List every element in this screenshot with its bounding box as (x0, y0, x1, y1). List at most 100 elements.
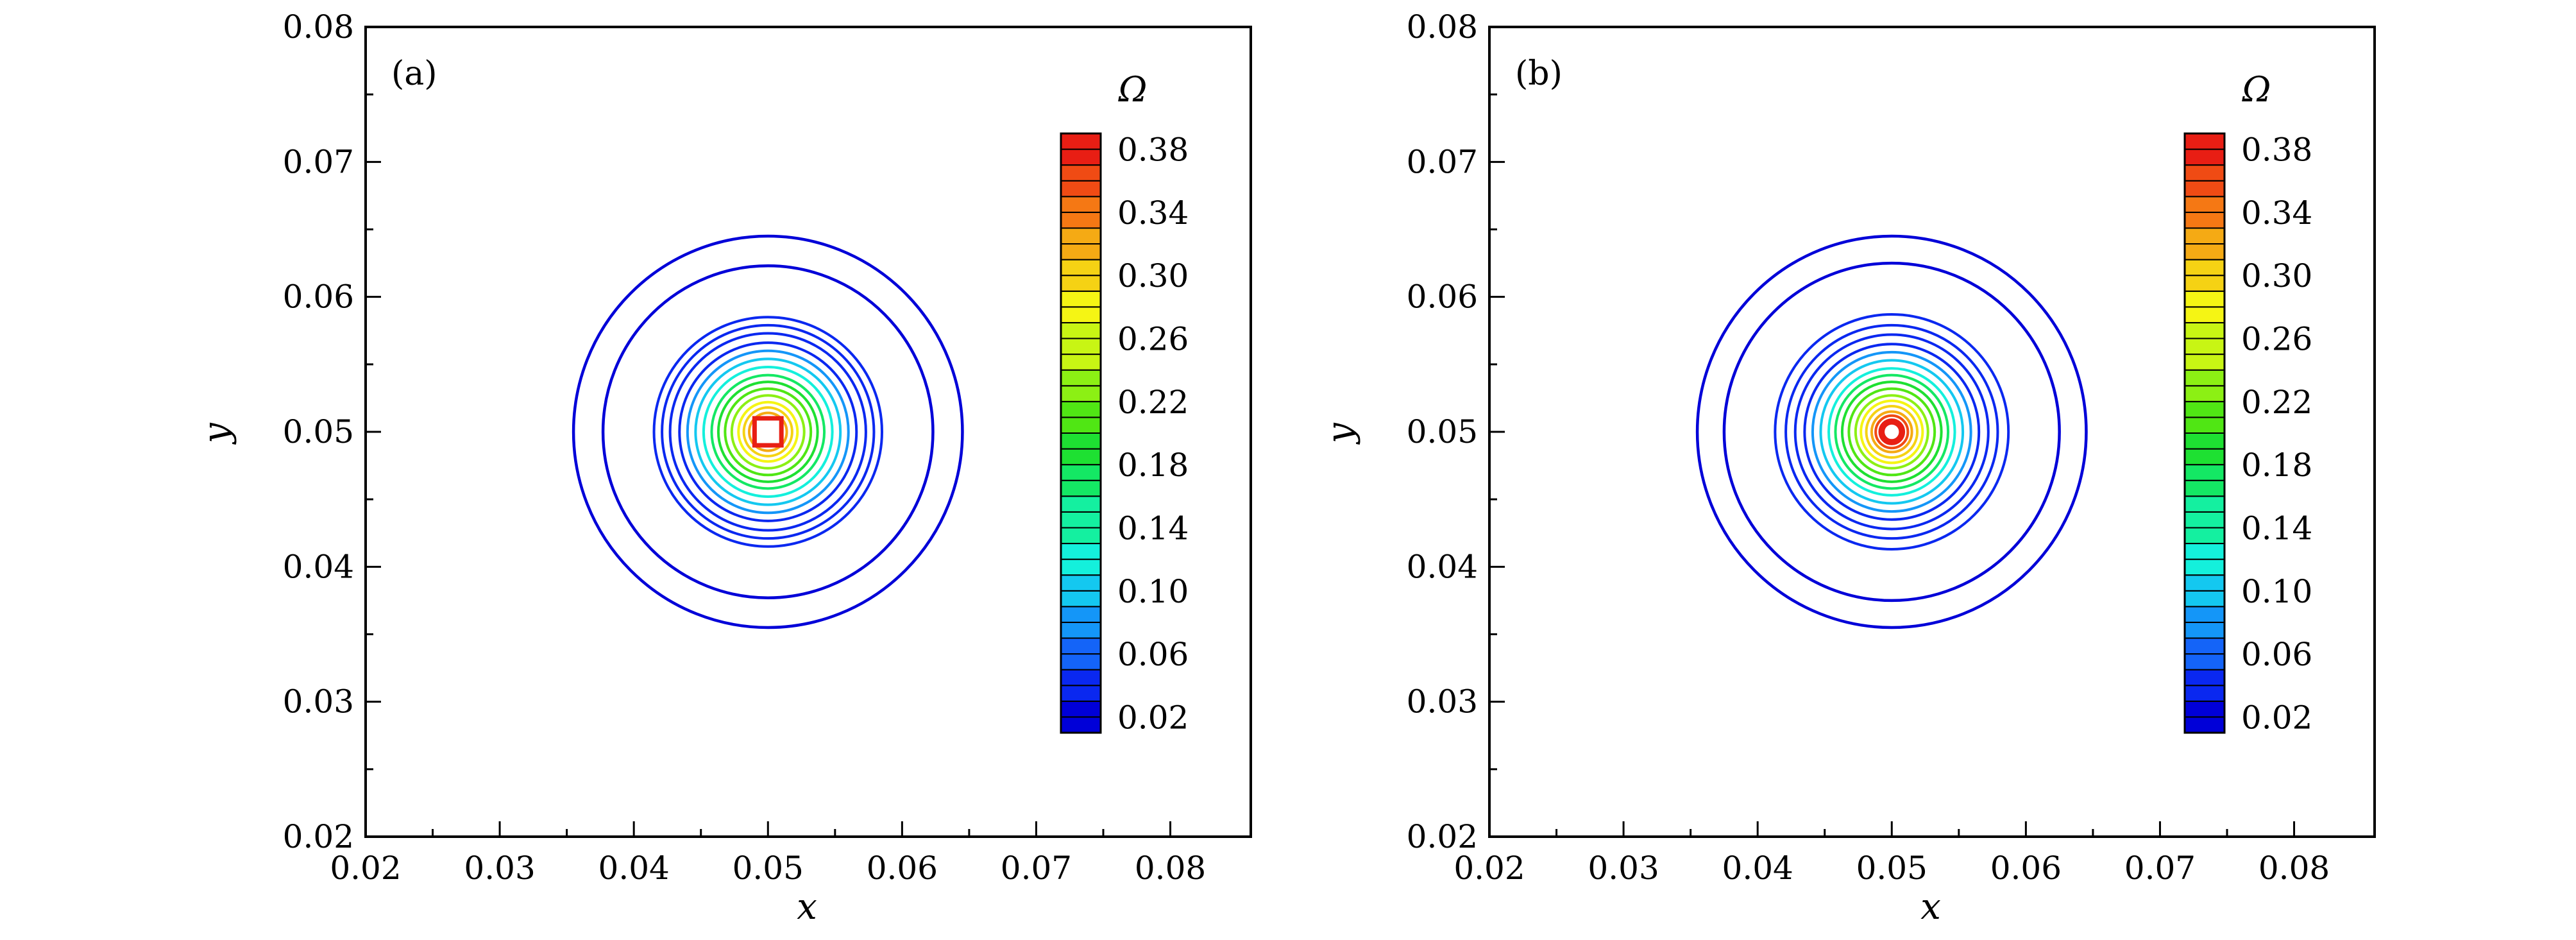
contour-line (1870, 410, 1913, 454)
colorbar-band (2184, 306, 2225, 323)
colorbar-band (1060, 180, 1101, 198)
colorbar-tick-label: 0.18 (1117, 447, 1189, 484)
colorbar-band (1060, 621, 1101, 639)
contour-line (1819, 359, 1965, 505)
colorbar-band (1060, 653, 1101, 671)
colorbar-title: Ω (1118, 69, 1148, 110)
colorbar: 0.02 0.06 0.10 0.14 0.18 0.22 0.26 0.30 0.34 0.38 (1060, 132, 1189, 736)
colorbar-tick-label: 0.02 (2241, 699, 2312, 736)
panel-label: (b) (1515, 55, 1563, 93)
colorbar-frame (1060, 132, 1102, 734)
colorbar-band (1060, 259, 1101, 277)
colorbar-band (2184, 180, 2225, 198)
y-tick-label: 0.05 (283, 413, 354, 450)
contour-line (748, 411, 788, 452)
contour-line (716, 380, 819, 483)
colorbar-band (1060, 416, 1101, 434)
y-axis-label: y (196, 422, 237, 445)
colorbar-tick-label: 0.22 (1117, 384, 1189, 421)
colorbar-tick-label: 0.26 (2241, 321, 2312, 358)
colorbar-band (1060, 369, 1101, 387)
colorbar-band (1060, 338, 1101, 355)
colorbar-band (2184, 558, 2225, 576)
y-tick-label: 0.04 (1407, 548, 1478, 585)
colorbar-band (1060, 243, 1101, 261)
contour-line (678, 341, 858, 522)
contour-lines (572, 234, 964, 629)
colorbar-band (1060, 227, 1101, 245)
contour-line (694, 357, 842, 506)
x-tick-label: 0.03 (1588, 850, 1659, 887)
colorbar-tick-label: 0.14 (1117, 509, 1189, 547)
plot-frame (1488, 26, 2376, 838)
y-tick-label: 0.03 (1407, 683, 1478, 721)
y-tick-label: 0.06 (1407, 278, 1478, 316)
x-tick-label: 0.02 (1453, 850, 1525, 887)
x-tick-label: 0.06 (867, 850, 938, 887)
x-tick-label: 0.07 (1001, 850, 1072, 887)
colorbar-band (1060, 464, 1101, 481)
colorbar-band (2184, 338, 2225, 355)
colorbar-band (1060, 479, 1101, 497)
colorbar-band (2184, 700, 2225, 718)
contour-line (1847, 387, 1936, 477)
x-tick-label: 0.02 (330, 850, 401, 887)
y-tick-label: 0.03 (283, 683, 354, 721)
y-tick-label: 0.06 (283, 278, 354, 316)
contour-line (1774, 313, 2010, 551)
colorbar-tick-label: 0.34 (2241, 194, 2312, 232)
colorbar-band (2184, 716, 2225, 733)
colorbar-band (1060, 400, 1101, 418)
colorbar-tick-label: 0.06 (1117, 636, 1189, 673)
colorbar-band (1060, 321, 1101, 339)
core-contour (1880, 420, 1904, 444)
colorbar: 0.02 0.06 0.10 0.14 0.18 0.22 0.26 0.30 0.34 0.38 (2183, 132, 2312, 736)
colorbar-band (2184, 637, 2225, 655)
contour-line (652, 316, 883, 548)
colorbar-band (2184, 543, 2225, 560)
contour-line (1874, 414, 1910, 450)
colorbar-band (2184, 400, 2225, 418)
colorbar-tick-label: 0.30 (1117, 257, 1189, 295)
contour-line (1695, 234, 2088, 629)
colorbar-band (2184, 527, 2225, 545)
colorbar-band (1060, 511, 1101, 529)
colorbar-tick-label: 0.14 (2241, 509, 2312, 547)
x-tick-label: 0.08 (2258, 850, 2330, 887)
contour-line (730, 394, 806, 470)
colorbar-band (2184, 243, 2225, 261)
contour-line (1840, 380, 1943, 483)
contour-line (710, 373, 826, 490)
contour-line (572, 234, 964, 629)
colorbar-frame (2183, 132, 2226, 734)
y-axis-label: y (1319, 422, 1361, 445)
x-tick-label: 0.05 (733, 850, 804, 887)
x-axis-ticks: 0.02 0.03 0.04 0.05 0.06 0.07 0.08 (330, 821, 1206, 887)
colorbar-band (2184, 133, 2225, 150)
colorbar-band (1060, 590, 1101, 608)
colorbar-band (1060, 574, 1101, 592)
colorbar-band (1060, 148, 1101, 166)
colorbar-band (2184, 479, 2225, 497)
contour-line (1860, 399, 1924, 465)
y-tick-label: 0.08 (1407, 8, 1478, 46)
colorbar-tick-label: 0.06 (2241, 636, 2312, 673)
colorbar-tick-label: 0.26 (1117, 321, 1189, 358)
y-axis-ticks: 0.02 0.03 0.04 0.05 0.06 0.07 0.08 (1407, 8, 1505, 855)
colorbar-band (1060, 716, 1101, 733)
colorbar-band (1060, 275, 1101, 292)
colorbar-band (1060, 448, 1101, 466)
colorbar-band (1060, 196, 1101, 213)
contour-line (661, 323, 876, 540)
x-tick-label: 0.04 (1722, 850, 1793, 887)
contour-line (742, 406, 793, 457)
x-tick-label: 0.04 (598, 850, 670, 887)
contour-line (1827, 367, 1956, 497)
colorbar-band (2184, 354, 2225, 371)
colorbar-band (1060, 669, 1101, 687)
colorbar-band (1060, 133, 1101, 150)
colorbar-band (1060, 211, 1101, 229)
colorbar-band (2184, 196, 2225, 213)
y-tick-label: 0.02 (283, 818, 354, 855)
x-tick-label: 0.05 (1856, 850, 1928, 887)
